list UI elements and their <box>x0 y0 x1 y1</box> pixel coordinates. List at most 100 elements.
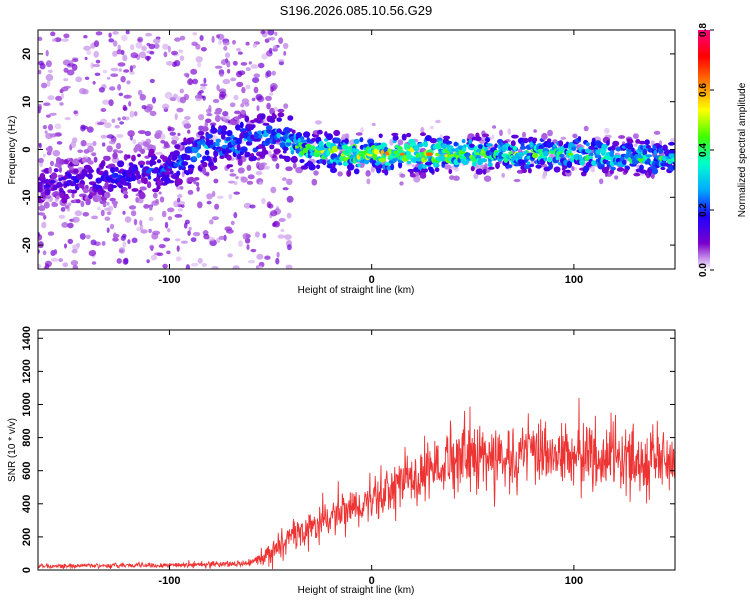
spectrogram-noise-blob <box>46 114 51 118</box>
spectrogram-noise-blob <box>192 78 199 85</box>
spectrogram-ridge-cell <box>201 126 209 132</box>
spectrogram-ridge-cell <box>626 142 634 150</box>
spectrogram-ridge-cell <box>653 130 661 135</box>
colorbar-tick-label: 0.4 <box>698 143 709 157</box>
spectrogram-noise-blob <box>240 62 248 66</box>
spectrogram-ridge-cell <box>109 197 116 202</box>
spectrogram-ridge-cell <box>331 145 339 153</box>
spectrogram-noise-blob <box>38 103 42 111</box>
spectrogram-noise-blob <box>106 202 110 206</box>
spectrogram-noise-blob <box>162 103 170 110</box>
spectrogram-ridge-cell <box>181 161 189 166</box>
spectrogram-noise-blob <box>266 70 272 77</box>
spectrogram-noise-blob <box>63 67 69 73</box>
spectrogram-noise-blob <box>206 200 212 205</box>
spectrogram-noise-blob <box>167 207 175 213</box>
spectrogram-noise-blob <box>218 93 226 100</box>
spectrogram-noise-blob <box>139 224 144 231</box>
spectrogram-ridge-cell <box>215 142 220 147</box>
spectrogram-ridge-cell <box>400 173 406 178</box>
spectrogram-ridge-cell <box>152 192 158 199</box>
spectrogram-ridge-cell <box>83 170 88 176</box>
spectrogram-ridge-cell <box>277 112 285 118</box>
spectrogram-noise-blob <box>252 77 260 83</box>
spectrogram-noise-blob <box>233 94 239 101</box>
spectrogram-noise-blob <box>61 222 69 228</box>
spectrogram-noise-blob <box>218 39 222 45</box>
spectrogram-ridge-cell <box>406 132 412 138</box>
spectrogram-ridge-cell <box>154 132 162 139</box>
spectrogram-ridge-cell <box>390 163 395 171</box>
spectrogram-noise-blob <box>38 109 41 114</box>
spectrogram-ridge-cell <box>250 155 258 161</box>
spectrogram-ridge-cell <box>126 154 131 159</box>
spectrogram-ridge-cell <box>533 137 538 142</box>
spectrogram-noise-blob <box>127 239 131 245</box>
spectrogram-ridge-cell <box>401 133 407 141</box>
spectrogram-ridge-cell <box>475 168 483 175</box>
spectrogram-noise-blob <box>118 68 123 72</box>
spectrogram-ridge-cell <box>64 205 70 209</box>
spectrogram-noise-blob <box>162 43 169 50</box>
spectrogram-noise-blob <box>176 245 180 252</box>
spectrogram-ridge-cell <box>106 145 113 153</box>
spectrogram-ridge-cell <box>588 145 596 150</box>
spectrogram-noise-blob <box>112 40 118 47</box>
spectrogram-noise-blob <box>282 187 289 191</box>
spectrogram-noise-blob <box>195 181 200 187</box>
spectrogram-noise-blob <box>123 257 129 264</box>
spectrogram-noise-blob <box>260 30 266 35</box>
spectrogram-noise-blob <box>245 84 251 90</box>
spectrogram-noise-blob <box>185 264 190 269</box>
spectrogram-ridge-cell <box>657 147 664 154</box>
spectrogram-noise-blob <box>252 43 257 48</box>
spectrogram-noise-blob <box>253 86 259 94</box>
spectrogram-noise-blob <box>64 243 67 249</box>
spectrogram-noise-blob <box>90 62 94 69</box>
spectrogram-ridge-cell <box>326 149 331 156</box>
spectrogram-ridge-cell <box>416 157 423 161</box>
spectrogram-ridge-cell <box>618 135 626 139</box>
spectrogram-ridge-cell <box>190 137 195 141</box>
spectrogram-noise-blob <box>38 60 44 66</box>
spectrogram-ridge-cell <box>614 175 619 180</box>
spectrogram-noise-blob <box>633 143 638 147</box>
snr-frame <box>37 329 676 571</box>
spectrogram-noise-blob <box>541 173 547 180</box>
colorbar-label: Normalized spectral amplitude <box>737 82 748 217</box>
spectrogram-noise-blob <box>233 191 240 195</box>
spectrogram-ytick-label: -10 <box>21 189 33 205</box>
spectrogram-noise-blob <box>146 103 154 111</box>
snr-ytick-label: 600 <box>21 462 33 480</box>
spectrogram-noise-blob <box>135 41 143 49</box>
spectrogram-noise-blob <box>45 49 49 57</box>
spectrogram-noise-blob <box>256 105 260 112</box>
spectrogram-noise-blob <box>104 207 111 211</box>
spectrogram-noise-blob <box>111 118 116 124</box>
spectrogram-noise-blob <box>43 214 47 220</box>
spectrogram-ridge-cell <box>338 162 343 166</box>
spectrogram-noise-blob <box>184 116 191 120</box>
spectrogram-noise-blob <box>129 110 135 118</box>
spectrogram-ridge-cell <box>180 141 188 146</box>
spectrogram-ridge-cell <box>353 138 360 144</box>
spectrogram-noise-blob <box>155 151 163 155</box>
spectrogram-ridge-cell <box>535 164 542 169</box>
spectrogram-noise-blob <box>72 216 80 223</box>
spectrogram-ridge-cell <box>196 152 201 159</box>
spectrogram-ridge-cell <box>140 148 146 154</box>
spectrogram-noise-blob <box>256 253 264 260</box>
spectrogram-ridge-cell <box>53 168 59 173</box>
spectrogram-ridge-cell <box>151 160 157 165</box>
spectrogram-ridge-cell <box>346 169 352 177</box>
spectrogram-ridge-cell <box>174 144 181 150</box>
spectrogram-ridge-cell <box>424 141 428 148</box>
spectrogram-ridge-cell <box>96 195 102 202</box>
spectrogram-noise-blob <box>188 78 193 85</box>
spectrogram-ridge-cell <box>244 151 251 158</box>
spectrogram-ridge-cell <box>384 169 389 176</box>
spectrogram-noise-blob <box>63 85 71 89</box>
spectrogram-ridge-cell <box>100 209 105 217</box>
spectrogram-ridge-cell <box>415 172 420 177</box>
spectrogram-noise-blob <box>146 259 150 264</box>
